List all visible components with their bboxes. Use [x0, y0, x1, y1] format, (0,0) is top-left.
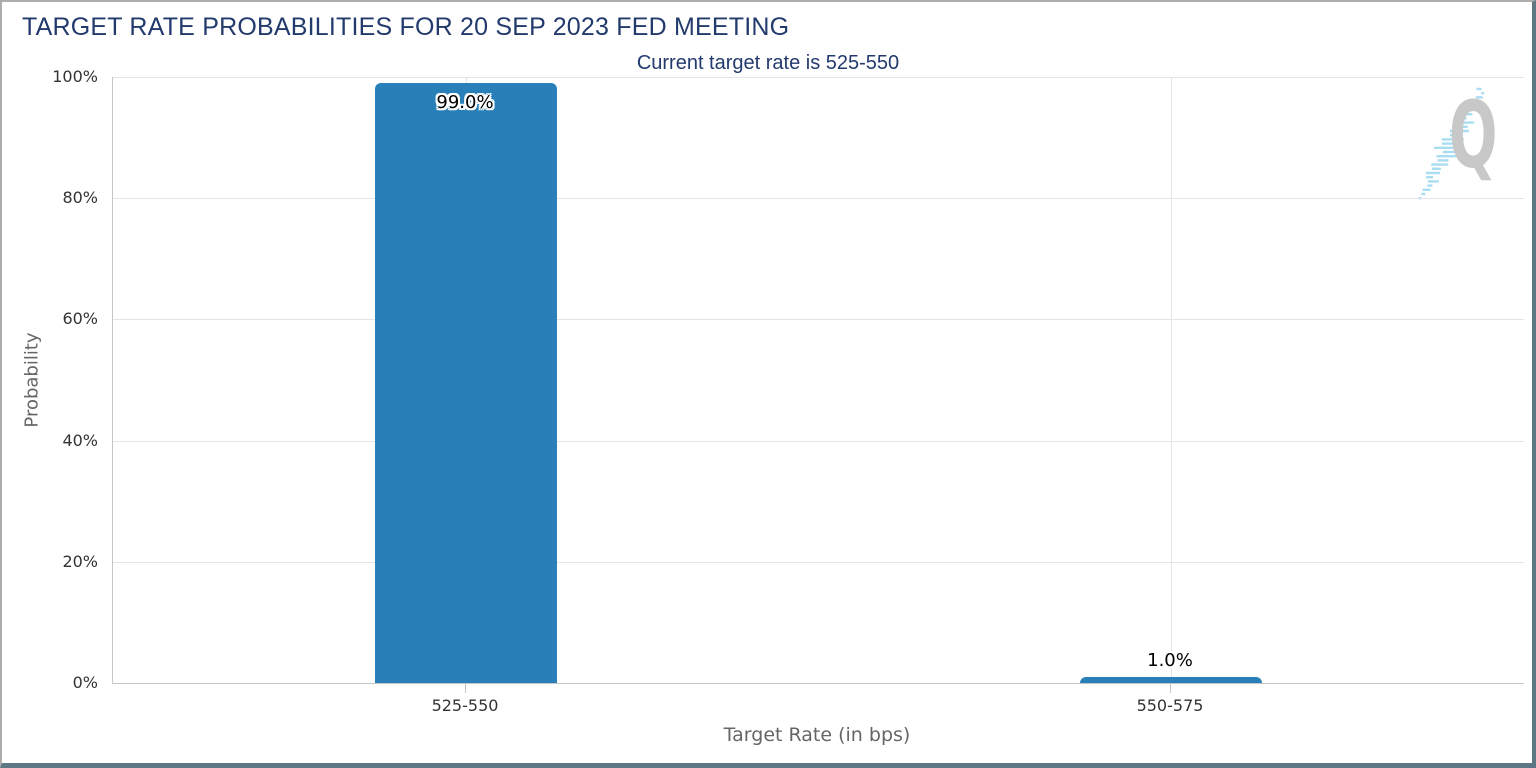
plot-area: [112, 77, 1524, 684]
x-tick-label: 550-575: [1136, 696, 1204, 715]
x-tick-mark: [465, 684, 466, 693]
bar-550-575: [1080, 676, 1262, 683]
watermark-q-icon: Q: [1449, 82, 1498, 189]
y-gridline: [113, 198, 1524, 200]
y-gridline: [113, 77, 1524, 78]
x-tick-mark: [1170, 684, 1171, 693]
y-tick-label: 100%: [52, 67, 98, 86]
y-tick-label: 40%: [62, 430, 98, 450]
x-axis-title: Target Rate (in bps): [723, 724, 911, 746]
category-gridline: [1171, 77, 1172, 683]
y-gridline: [113, 561, 1524, 563]
quikstrike-watermark: Q: [1414, 86, 1509, 206]
x-tick-label: 525-550: [431, 696, 499, 715]
y-gridline: [113, 319, 1524, 321]
y-axis-title: Probability: [21, 332, 43, 428]
chart-title: TARGET RATE PROBABILITIES FOR 20 SEP 202…: [22, 13, 790, 41]
watermark-dashes-icon: [1418, 87, 1485, 200]
y-tick-label: 60%: [62, 309, 98, 329]
chart-subtitle: Current target rate is 525-550: [636, 52, 900, 74]
bar-525-550: [375, 83, 557, 683]
y-tick-label: 0%: [72, 673, 98, 692]
y-gridline: [113, 440, 1524, 442]
y-tick-label: 20%: [62, 551, 98, 571]
bar-label: 1.0%: [1147, 650, 1193, 671]
bar-label: 99.0%: [436, 92, 494, 113]
y-tick-label: 80%: [62, 188, 98, 208]
